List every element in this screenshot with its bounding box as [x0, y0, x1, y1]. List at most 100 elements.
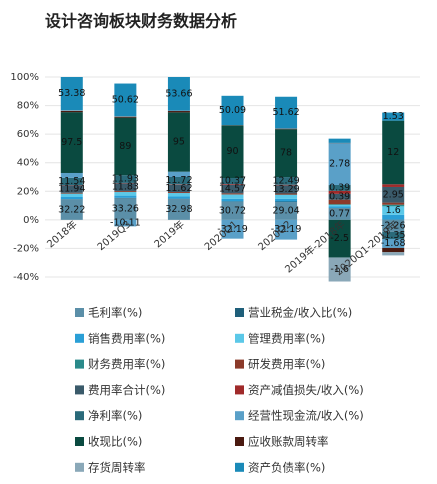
data-label: 33.26 [112, 204, 139, 215]
bar-segment [60, 199, 83, 220]
bar-segment [275, 96, 298, 129]
legend-label: 应收账款周转率 [248, 435, 329, 449]
data-label: 0.39 [329, 191, 350, 202]
legend-swatch [235, 359, 244, 369]
bar-segment [60, 110, 83, 113]
bar-segment [167, 198, 190, 200]
data-label: 2.95 [383, 189, 404, 200]
bar-segment [275, 201, 298, 203]
bar-segment [60, 177, 83, 186]
data-label: 1.53 [383, 111, 404, 122]
bar-segment [221, 177, 244, 185]
bar-segment [275, 194, 298, 199]
data-label: 11.54 [58, 176, 85, 187]
legend-swatch [75, 308, 84, 317]
legend-swatch [235, 462, 244, 472]
legend-label: 资产负债率(%) [248, 460, 325, 474]
legend-swatch [235, 437, 244, 446]
legend-swatch [235, 411, 244, 421]
bar-segment [275, 198, 298, 202]
bar-segment [328, 208, 351, 220]
data-label: 11.94 [58, 184, 85, 195]
bar-segment [275, 193, 298, 195]
bar-segment [167, 199, 190, 220]
y-tick-label: 60% [17, 129, 39, 140]
bar-segment [328, 204, 351, 205]
data-label: -1.6 [330, 264, 349, 275]
data-label: 11.72 [165, 175, 192, 186]
bar-segment [382, 206, 405, 215]
legend-swatch [75, 462, 84, 472]
data-label: -1.35 [381, 230, 406, 241]
bar-segment [275, 177, 298, 185]
data-label: 78 [280, 148, 292, 159]
legend-swatch [235, 333, 244, 343]
bar-segment [114, 175, 137, 183]
data-label: -1.68 [381, 238, 406, 249]
x-tick-label: 2018年 [44, 218, 80, 251]
y-tick-label: 100% [10, 72, 39, 83]
bar-segment [328, 193, 351, 200]
data-label: 2.78 [329, 159, 350, 170]
legend-label: 收现比(%) [88, 435, 142, 449]
bar-segment [221, 125, 244, 178]
bar-segment [328, 143, 351, 185]
y-tick-label: -40% [13, 272, 39, 283]
legend-label: 存货周转率 [88, 460, 146, 474]
data-label: 29.04 [272, 205, 299, 216]
data-label: 13.29 [272, 184, 299, 195]
bar-segment [60, 112, 83, 173]
bar-segment [167, 196, 190, 199]
bar-segment [167, 192, 190, 193]
bar-segment [275, 128, 298, 130]
bar-segment [114, 83, 137, 117]
data-label: 51.62 [272, 107, 299, 118]
bar-segment [328, 184, 351, 191]
bar-segment [382, 120, 405, 185]
bar-segment [167, 77, 190, 111]
bar-segment [167, 176, 190, 185]
bar-segment [328, 204, 351, 207]
legend-swatch [75, 333, 84, 343]
bar-segment [382, 204, 405, 207]
legend-label: 营业税金/收入比(%) [248, 306, 352, 320]
data-label: -2.5 [330, 233, 349, 244]
data-label: 30.72 [219, 205, 246, 216]
data-label: -2.26 [381, 220, 406, 231]
legend-label: 资产减值损失/收入(%) [248, 383, 364, 397]
bar-segment [60, 197, 83, 200]
y-tick-label: 80% [17, 101, 39, 112]
data-label: 32.22 [58, 204, 85, 215]
data-label: 12 [387, 147, 399, 158]
data-label: 11.83 [112, 182, 139, 193]
legend-label: 费用率合计(%) [88, 383, 165, 397]
bar-segment [114, 190, 137, 192]
bar-segment [60, 193, 83, 198]
bar-segment [328, 190, 351, 194]
y-tick-label: 20% [17, 186, 39, 197]
bar-segment [60, 172, 83, 178]
bars [60, 77, 405, 282]
legend-swatch [75, 437, 84, 446]
bar-segment [167, 171, 190, 177]
bar-segment [114, 198, 137, 220]
bar-segment [221, 201, 244, 220]
bar-segment [382, 214, 405, 220]
data-label: 50.09 [219, 105, 246, 116]
legend-label: 销售费用率(%) [88, 331, 165, 345]
data-label: -32.19 [271, 224, 302, 235]
legend-swatch [75, 411, 84, 421]
legend-swatch [75, 359, 84, 369]
bar-segment [221, 184, 244, 185]
legend-label: 经营性现金流/收入(%) [248, 409, 364, 423]
bar-segment [275, 185, 298, 194]
bar-segment [114, 219, 137, 227]
bar-segment [221, 219, 244, 239]
data-label: 0.77 [329, 209, 350, 220]
bar-segment [328, 199, 351, 205]
bar-segment [275, 219, 298, 240]
bar-segment [221, 95, 244, 126]
data-label: 1.6 [386, 205, 401, 216]
bar-segment [382, 219, 405, 232]
